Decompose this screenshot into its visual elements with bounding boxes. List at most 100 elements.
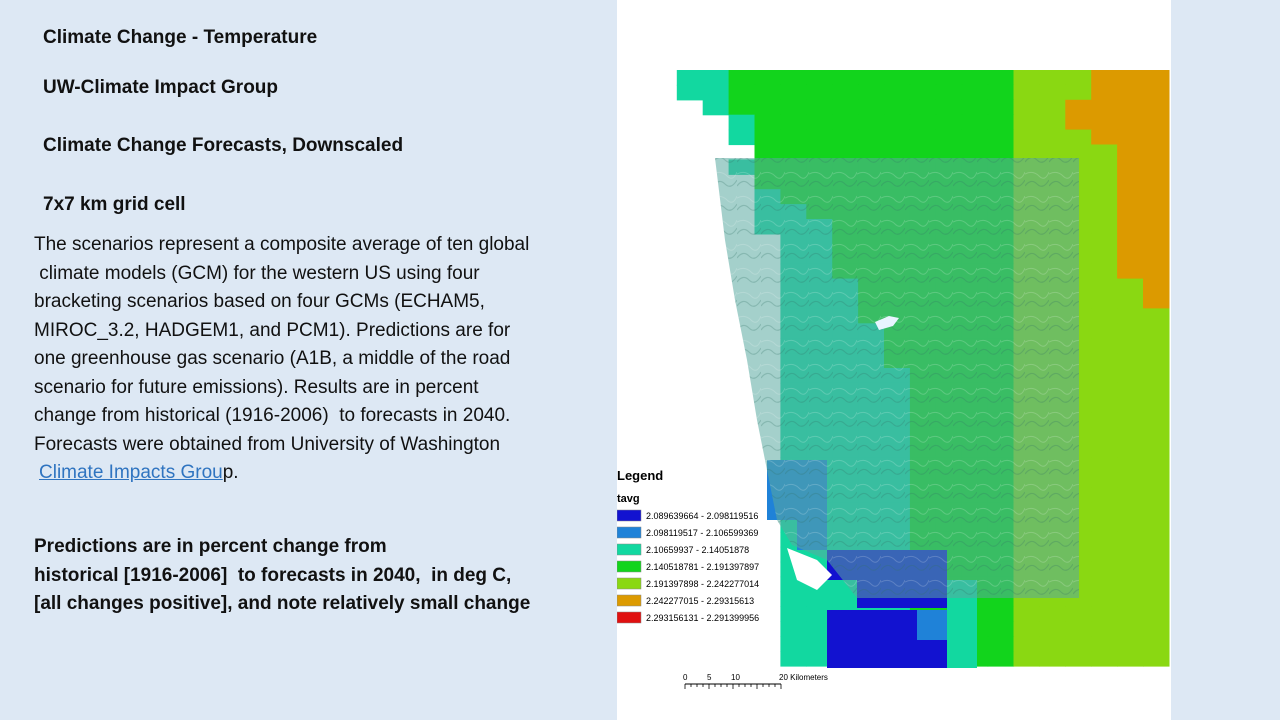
grid-cell xyxy=(1065,129,1092,146)
grid-cell xyxy=(1117,159,1144,175)
climate-impacts-group-link[interactable]: Climate Impacts Grou xyxy=(39,462,223,483)
grid-cell xyxy=(1117,99,1144,116)
grid-cell xyxy=(1013,621,1040,637)
grid-cell xyxy=(1143,472,1170,488)
legend-title: Legend xyxy=(617,468,663,483)
scale-label: 0 xyxy=(683,673,688,682)
grid-cell xyxy=(1091,233,1118,250)
description-paragraph: The scenarios represent a composite aver… xyxy=(34,231,614,488)
description-line: scenario for future emissions). Results … xyxy=(34,376,479,398)
grid-cell xyxy=(1013,84,1040,101)
grid-cell xyxy=(961,84,989,101)
scale-label: 20 Kilometers xyxy=(779,673,828,682)
grid-cell xyxy=(702,70,730,86)
legend-label: 2.10659937 - 2.14051878 xyxy=(646,545,749,555)
scale-label: 10 xyxy=(731,673,740,682)
grid-cell xyxy=(1117,621,1144,637)
grid-cell xyxy=(1091,323,1118,339)
grid-cell xyxy=(1091,472,1118,488)
grid-cell xyxy=(1065,99,1092,116)
grid-cell xyxy=(806,84,833,101)
grid-cell xyxy=(1143,308,1170,324)
grid-cell xyxy=(1117,636,1144,652)
grid-cell xyxy=(1091,293,1118,309)
lake-shape xyxy=(875,316,899,330)
grid-cell xyxy=(1013,144,1040,160)
grid-cell xyxy=(806,99,833,116)
grid-cell xyxy=(987,636,1015,652)
legend: Legend tavg 2.089639664 - 2.098119516 2.0… xyxy=(617,468,759,624)
grid-cell xyxy=(1091,591,1118,607)
grid-cell xyxy=(806,144,833,160)
legend-swatch xyxy=(617,577,642,590)
grid-cell xyxy=(1143,487,1170,503)
grid-cell xyxy=(1091,99,1118,116)
legend-swatch xyxy=(617,526,642,539)
grid-cell xyxy=(702,84,730,101)
grid-cell xyxy=(1143,233,1170,250)
grid-cell xyxy=(1143,561,1170,578)
grid-cell xyxy=(884,84,911,101)
grid-cell xyxy=(1091,502,1118,518)
grid-cell xyxy=(1091,204,1118,220)
grid-cell xyxy=(1117,472,1144,488)
legend-swatch xyxy=(617,560,642,573)
grid-cell xyxy=(987,651,1015,667)
grid-cell xyxy=(676,84,704,101)
grid-cell xyxy=(1143,353,1170,369)
grid-cell xyxy=(1039,621,1066,637)
grid-cell xyxy=(858,70,885,86)
grid-cell xyxy=(1117,114,1144,131)
grid-cell xyxy=(1117,189,1144,205)
grid-cell xyxy=(1091,70,1118,86)
grid-cell xyxy=(1091,636,1118,652)
grid-cell xyxy=(1143,621,1170,637)
grid-cell xyxy=(780,70,807,86)
grid-cell xyxy=(1091,129,1118,146)
grid-cell xyxy=(961,99,989,116)
description-line: change from historical (1916-2006) to fo… xyxy=(34,405,511,426)
scale-bar: 0 5 10 20 Kilometers xyxy=(683,673,828,689)
grid-cell xyxy=(832,84,859,101)
grid-cell xyxy=(1117,293,1144,309)
grid-cell xyxy=(1117,397,1144,414)
grid-cell xyxy=(1117,263,1144,280)
grid-cell xyxy=(1143,219,1170,235)
grid-cell xyxy=(1117,576,1144,593)
grid-cell xyxy=(1091,457,1118,473)
grid-cell xyxy=(1117,70,1144,86)
grid-cell xyxy=(935,144,963,160)
grid-heading: 7x7 km grid cell xyxy=(43,194,186,215)
slide-title: Climate Change - Temperature xyxy=(43,27,318,48)
grid-cell xyxy=(1091,621,1118,637)
grid-cell xyxy=(832,129,859,146)
grid-cell xyxy=(1143,546,1170,563)
grid-cell xyxy=(1117,561,1144,578)
description-link-suffix: p. xyxy=(222,462,239,483)
grid-cell xyxy=(909,129,937,146)
grid-cell xyxy=(1091,427,1118,444)
grid-cell xyxy=(1143,606,1170,622)
grid-cell xyxy=(987,99,1015,116)
grid-cell xyxy=(1065,606,1092,622)
grid-cell xyxy=(1143,70,1170,86)
grid-cell xyxy=(832,70,859,86)
grid-cell xyxy=(1117,427,1144,444)
grid-cell xyxy=(1091,159,1118,175)
grid-cell xyxy=(780,114,807,131)
legend-swatch xyxy=(617,611,642,624)
grid-cell xyxy=(1091,651,1118,667)
grid-cell xyxy=(1039,651,1066,667)
legend-swatch xyxy=(617,509,642,522)
grid-cell xyxy=(987,144,1015,160)
grid-cell xyxy=(961,114,989,131)
grid-cell xyxy=(702,99,730,116)
description-line: Forecasts were obtained from University … xyxy=(34,433,501,455)
grid-cell xyxy=(987,129,1015,146)
grid-cell xyxy=(1013,606,1040,622)
grid-cell xyxy=(858,114,885,131)
note-line: Predictions are in percent change from xyxy=(34,536,387,557)
grid-cell xyxy=(1143,531,1170,548)
grid-cell xyxy=(987,70,1015,86)
grid-cell xyxy=(806,636,833,652)
